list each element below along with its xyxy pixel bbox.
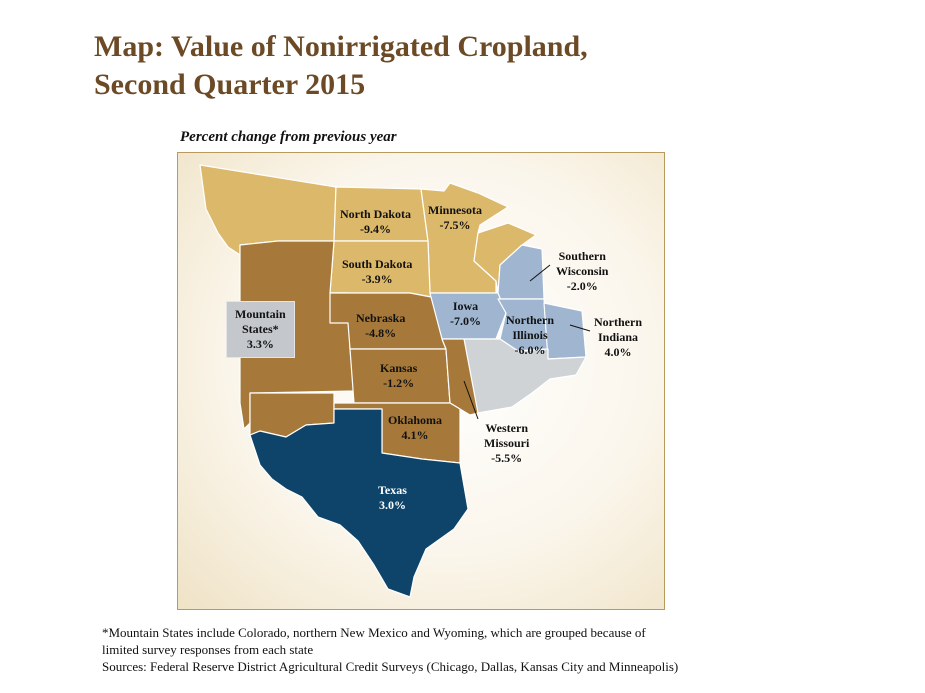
label-minnesota: Minnesota -7.5% xyxy=(428,203,482,232)
label-north-dakota: North Dakota -9.4% xyxy=(340,207,411,236)
label-texas: Texas 3.0% xyxy=(378,483,407,512)
label-iowa: Iowa -7.0% xyxy=(450,299,481,328)
label-northern-indiana: Northern Indiana 4.0% xyxy=(594,315,642,359)
map-subtitle: Percent change from previous year xyxy=(180,129,397,145)
map-svg xyxy=(199,164,591,598)
title-line-1: Map: Value of Nonirrigated Cropland, xyxy=(94,30,588,63)
leader-missouri xyxy=(463,380,479,420)
footnote-line-2: limited survey responses from each state xyxy=(102,642,314,657)
footnote-sources: Sources: Federal Reserve District Agricu… xyxy=(102,659,679,674)
region-texas xyxy=(249,408,469,598)
label-western-missouri: Western Missouri -5.5% xyxy=(484,421,530,465)
label-mountain-states: Mountain States* 3.3% xyxy=(226,301,295,358)
label-oklahoma: Oklahoma 4.1% xyxy=(388,413,443,442)
footnote: *Mountain States include Colorado, north… xyxy=(102,624,678,675)
leader-indiana xyxy=(569,324,591,332)
title-line-2: Second Quarter 2015 xyxy=(94,68,366,101)
footnote-line-1: *Mountain States include Colorado, north… xyxy=(102,625,646,640)
label-southern-wisconsin: Southern Wisconsin -2.0% xyxy=(556,249,609,293)
leader-wisconsin xyxy=(529,264,551,282)
leader-lines xyxy=(463,264,591,420)
label-kansas: Kansas -1.2% xyxy=(380,361,418,390)
label-northern-illinois: Northern Illinois -6.0% xyxy=(506,313,554,357)
page-title: Map: Value of Nonirrigated Cropland, Sec… xyxy=(94,28,588,104)
map-frame: North Dakota -9.4% Minnesota -7.5% South… xyxy=(177,152,665,610)
label-south-dakota: South Dakota -3.9% xyxy=(342,257,413,286)
label-nebraska: Nebraska -4.8% xyxy=(356,311,406,340)
